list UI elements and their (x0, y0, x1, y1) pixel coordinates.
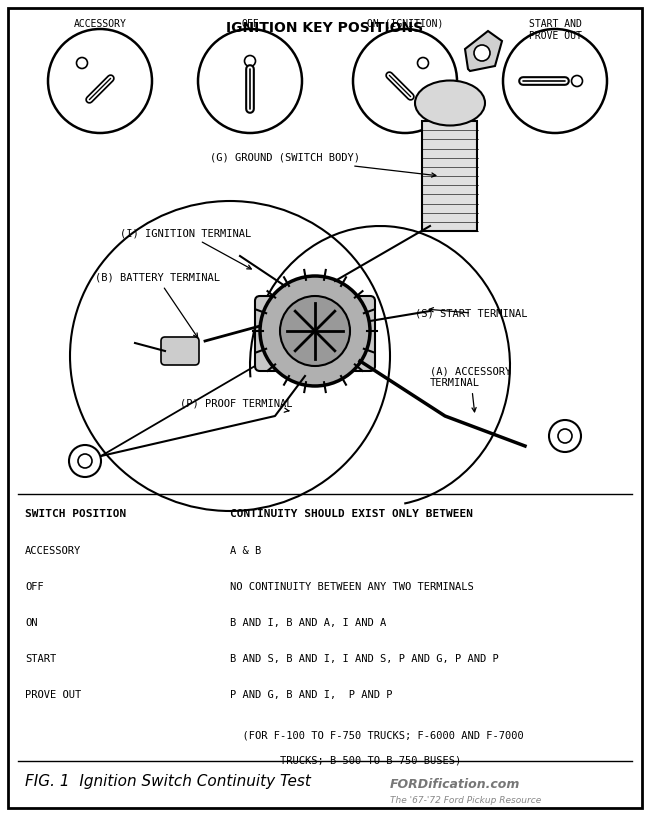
FancyBboxPatch shape (161, 337, 199, 365)
Text: OFF: OFF (25, 582, 44, 592)
Text: (FOR F-100 TO F-750 TRUCKS; F-6000 AND F-7000: (FOR F-100 TO F-750 TRUCKS; F-6000 AND F… (230, 731, 524, 741)
Circle shape (48, 29, 152, 133)
Bar (422, 121, 478, 231)
Text: ON (IGNITION): ON (IGNITION) (367, 19, 443, 29)
Text: NO CONTINUITY BETWEEN ANY TWO TERMINALS: NO CONTINUITY BETWEEN ANY TWO TERMINALS (230, 582, 474, 592)
Text: (I) IGNITION TERMINAL: (I) IGNITION TERMINAL (120, 228, 252, 269)
Text: FORDification.com: FORDification.com (390, 778, 521, 791)
Circle shape (69, 445, 101, 477)
Text: IGNITION KEY POSITIONS: IGNITION KEY POSITIONS (226, 21, 424, 35)
FancyBboxPatch shape (255, 296, 375, 371)
Circle shape (78, 454, 92, 468)
Text: (A) ACCESSORY
TERMINAL: (A) ACCESSORY TERMINAL (430, 366, 512, 412)
Circle shape (244, 55, 255, 66)
Circle shape (77, 57, 88, 69)
Circle shape (353, 29, 457, 133)
Text: TRUCKS; B-500 TO B-750 BUSES): TRUCKS; B-500 TO B-750 BUSES) (230, 756, 462, 766)
Text: ACCESSORY: ACCESSORY (25, 546, 81, 556)
Circle shape (558, 429, 572, 443)
Text: (G) GROUND (SWITCH BODY): (G) GROUND (SWITCH BODY) (210, 153, 436, 177)
Text: ON: ON (25, 618, 38, 628)
Text: The '67-'72 Ford Pickup Resource: The '67-'72 Ford Pickup Resource (390, 796, 541, 805)
Text: PROVE OUT: PROVE OUT (25, 690, 81, 700)
Text: FIG. 1  Ignition Switch Continuity Test: FIG. 1 Ignition Switch Continuity Test (25, 774, 311, 789)
Text: B AND I, B AND A, I AND A: B AND I, B AND A, I AND A (230, 618, 386, 628)
Circle shape (260, 276, 370, 386)
Circle shape (417, 57, 428, 69)
Text: OFF: OFF (241, 19, 259, 29)
Text: SWITCH POSITION: SWITCH POSITION (25, 509, 126, 519)
Text: START AND
PROVE OUT: START AND PROVE OUT (528, 19, 582, 41)
Text: B AND S, B AND I, I AND S, P AND G, P AND P: B AND S, B AND I, I AND S, P AND G, P AN… (230, 654, 499, 664)
Text: ACCESSORY: ACCESSORY (73, 19, 127, 29)
Text: A & B: A & B (230, 546, 261, 556)
Text: CONTINUITY SHOULD EXIST ONLY BETWEEN: CONTINUITY SHOULD EXIST ONLY BETWEEN (230, 509, 473, 519)
Ellipse shape (415, 81, 485, 126)
Text: (S) START TERMINAL: (S) START TERMINAL (415, 308, 528, 318)
Text: START: START (25, 654, 57, 664)
Circle shape (571, 76, 582, 86)
Text: (P) PROOF TERMINAL: (P) PROOF TERMINAL (180, 398, 292, 412)
Polygon shape (465, 31, 502, 71)
Circle shape (280, 296, 350, 366)
Circle shape (198, 29, 302, 133)
Text: (B) BATTERY TERMINAL: (B) BATTERY TERMINAL (95, 273, 220, 338)
Text: P AND G, B AND I,  P AND P: P AND G, B AND I, P AND P (230, 690, 393, 700)
Circle shape (474, 45, 490, 61)
Circle shape (503, 29, 607, 133)
Circle shape (549, 420, 581, 452)
